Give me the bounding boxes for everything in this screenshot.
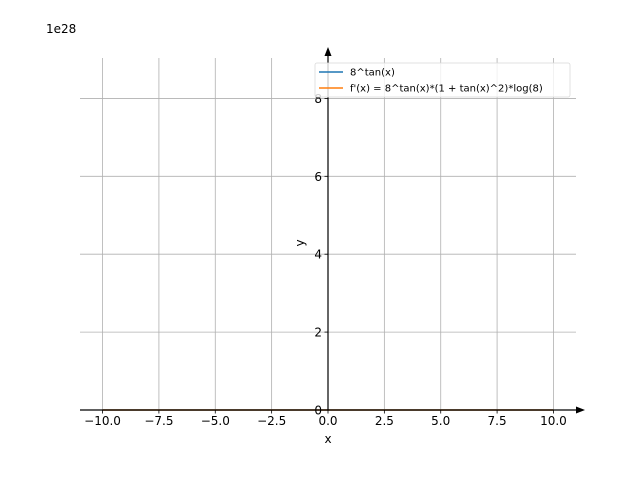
- x-tick-label: 5.0: [431, 414, 450, 428]
- y-tick-label: 0: [314, 404, 322, 418]
- legend-label: 8^tan(x): [350, 68, 395, 79]
- y-tick-label: 8: [314, 92, 322, 106]
- x-tick-label: −7.5: [144, 414, 173, 428]
- y-tick-label: 2: [314, 326, 322, 340]
- y-offset-text: 1e28: [46, 22, 76, 36]
- x-tick-label: 10.0: [540, 414, 567, 428]
- y-axis-label: y: [293, 239, 307, 246]
- x-axis-arrow-icon: [576, 406, 585, 414]
- ticks: −10.0 −7.5 −5.0 −2.5 0.0 2.5 5.0 7.5 10.0 0 2 4 6 8: [84, 92, 567, 428]
- x-axis-label: x: [324, 432, 331, 446]
- y-tick-label: 4: [314, 248, 322, 262]
- axes: [80, 47, 585, 414]
- x-tick-label: −5.0: [201, 414, 230, 428]
- legend: 8^tan(x) f'(x) = 8^tan(x)*(1 + tan(x)^2)*…: [314, 62, 571, 98]
- x-tick-label: −10.0: [84, 414, 121, 428]
- x-tick-label: 2.5: [375, 414, 394, 428]
- y-tick-label: 6: [314, 170, 322, 184]
- legend-box: [314, 62, 571, 98]
- y-axis-arrow-icon: [324, 47, 332, 56]
- x-tick-label: −2.5: [257, 414, 286, 428]
- legend-label: f'(x) = 8^tan(x)*(1 + tan(x)^2)*log(8): [350, 84, 543, 95]
- x-tick-label: 7.5: [488, 414, 507, 428]
- x-tick-label: 0.0: [318, 414, 337, 428]
